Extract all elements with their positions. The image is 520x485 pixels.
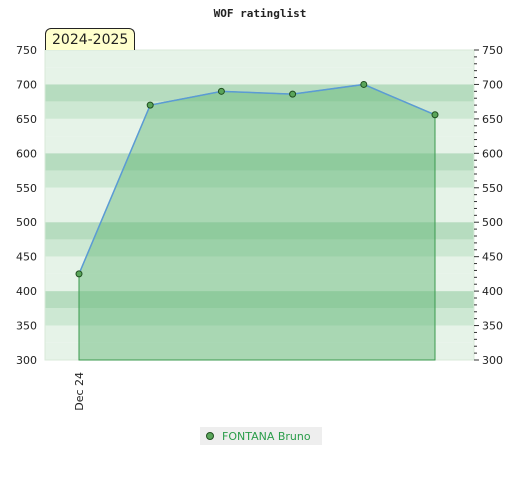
- y-tick-label-right: 300: [482, 354, 503, 367]
- axes: 300 300 350 350 400 400 450 450 500 500 550 550 600 6…: [16, 44, 503, 411]
- y-tick-label-left: 550: [16, 182, 37, 195]
- y-tick-label-right: 550: [482, 182, 503, 195]
- grid-band: [45, 153, 474, 171]
- y-tick-label-right: 700: [482, 78, 503, 91]
- grid-band: [45, 170, 474, 188]
- y-tick-label-left: 350: [16, 320, 37, 333]
- y-tick-label-left: 450: [16, 251, 37, 264]
- y-tick-label-right: 600: [482, 147, 503, 160]
- grid-band: [45, 239, 474, 257]
- data-point: [146, 101, 154, 109]
- plot-background: [44, 49, 475, 361]
- data-point: [431, 111, 439, 119]
- grid-band: [45, 50, 474, 68]
- y-tick-label-right: 350: [482, 320, 503, 333]
- data-point: [289, 90, 297, 98]
- y-tick-label-right: 750: [482, 44, 503, 57]
- grid-band: [45, 118, 474, 137]
- y-tick-label-left: 400: [16, 285, 37, 298]
- grid-band: [45, 308, 474, 326]
- grid-band: [45, 273, 474, 292]
- data-point: [217, 87, 225, 95]
- grid-band: [45, 291, 474, 309]
- grid-band: [45, 205, 474, 223]
- data-point: [360, 80, 368, 88]
- grid-band: [45, 67, 474, 85]
- legend: FONTANA Bruno: [200, 427, 322, 445]
- legend-label: FONTANA Bruno: [222, 429, 311, 443]
- grid-band: [45, 342, 474, 360]
- y-tick-label-right: 450: [482, 251, 503, 264]
- legend-marker-icon: [206, 432, 214, 440]
- y-tick-label-right: 650: [482, 113, 503, 126]
- y-tick-label-left: 700: [16, 78, 37, 91]
- series-line: [78, 83, 436, 275]
- data-point: [75, 270, 83, 278]
- y-tick-label-left: 300: [16, 354, 37, 367]
- x-tick-label: Dec 24: [73, 372, 86, 411]
- series-points: [75, 80, 439, 278]
- y-tick-label-right: 500: [482, 216, 503, 229]
- season-badge: 2024-2025: [45, 28, 136, 50]
- grid-band: [45, 222, 474, 240]
- grid-band: [45, 136, 474, 154]
- grid-band: [45, 187, 474, 205]
- y-tick-label-left: 650: [16, 113, 37, 126]
- chart-title: WOF ratinglist: [214, 7, 307, 20]
- y-tick-label-right: 400: [482, 285, 503, 298]
- y-tick-label-left: 600: [16, 147, 37, 160]
- grid-band: [45, 325, 474, 343]
- y-tick-label-left: 500: [16, 216, 37, 229]
- y-tick-label-left: 750: [16, 44, 37, 57]
- grid-band: [45, 256, 474, 274]
